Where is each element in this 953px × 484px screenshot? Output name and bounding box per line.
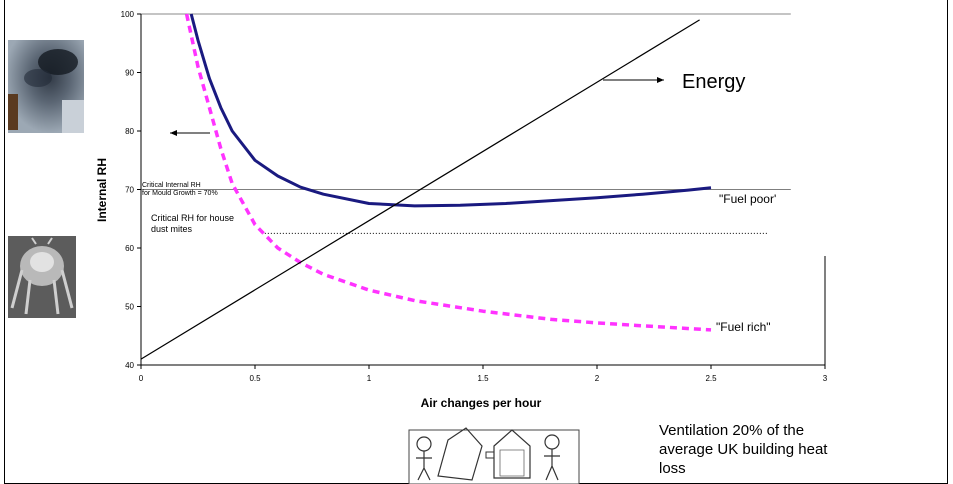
x-tick-label: 0.5: [249, 374, 261, 383]
plot-area: 40 50 60 70 80 90 100 0 0.5 1 1.5 2 2.5 3: [121, 10, 828, 383]
x-tick-label: 1: [367, 374, 372, 383]
x-tick-label: 2.5: [705, 374, 717, 383]
y-tick-label: 90: [125, 69, 134, 78]
mould-threshold-label-line1: Critical Internal RH: [142, 182, 201, 189]
x-axis-title: Air changes per hour: [421, 396, 542, 410]
energy-label: Energy: [682, 71, 745, 93]
fuel-rich-label: "Fuel rich": [716, 320, 771, 334]
x-tick-label: 3: [823, 374, 828, 383]
ventilation-note-line1: Ventilation 20% of the: [659, 422, 805, 439]
fuel-poor-label: "Fuel poor': [719, 192, 776, 206]
y-tick-label: 60: [125, 244, 134, 253]
frame-right-border: [947, 0, 948, 484]
y-tick-label: 50: [125, 303, 134, 312]
fuel-rich-line: [184, 13, 712, 332]
y-tick-label: 70: [125, 186, 134, 195]
energy-line: [140, 19, 700, 360]
ventilation-note-line2: average UK building heat: [659, 441, 828, 458]
house-ventilation-cartoon: [408, 427, 580, 484]
mould-threshold-label-line2: for Mould Growth = 70%: [142, 190, 218, 197]
mites-threshold-label-line1: Critical RH for house: [151, 213, 234, 223]
mites-threshold-label-line2: dust mites: [151, 224, 193, 234]
frame-left-border: [4, 0, 5, 484]
y-axis-title: Internal RH: [95, 158, 109, 222]
y-tick-label: 100: [121, 10, 135, 19]
dust-mite-micrograph: [8, 236, 76, 318]
ventilation-note: Ventilation 20% of the average UK buildi…: [659, 421, 889, 478]
rh-arrow-head: [170, 130, 177, 136]
x-tick-label: 0: [139, 374, 144, 383]
x-tick-label: 2: [595, 374, 600, 383]
mould-photo: [8, 40, 84, 133]
x-tick-label: 1.5: [477, 374, 489, 383]
fuel-poor-line: [189, 13, 712, 208]
y-tick-label: 40: [125, 361, 134, 370]
ventilation-note-line3: loss: [659, 460, 686, 477]
y-tick-label: 80: [125, 127, 134, 136]
energy-arrow-head: [657, 77, 664, 83]
